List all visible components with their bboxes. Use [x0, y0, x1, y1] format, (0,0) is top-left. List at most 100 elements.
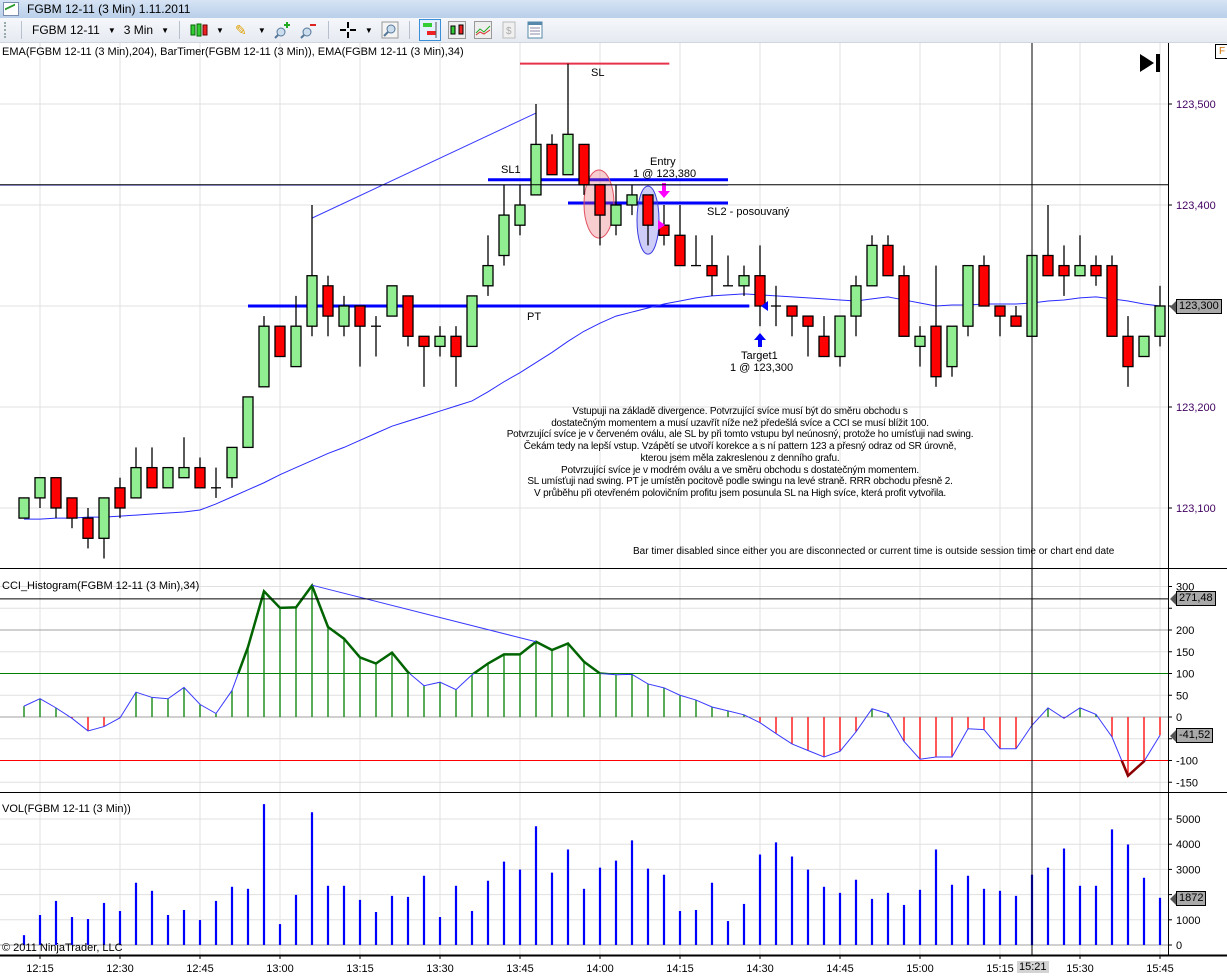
- trade-annotation-text: Vstupuji na základě divergence. Potvrzuj…: [460, 406, 1020, 500]
- candle-body: [386, 285, 398, 317]
- candle-body: [242, 396, 254, 449]
- bar-style-button[interactable]: [189, 20, 209, 40]
- candle-body: [194, 466, 206, 489]
- time-tick-label: 13:45: [506, 963, 534, 975]
- draw-tool-button[interactable]: ✎: [231, 20, 251, 40]
- candle-body: [914, 335, 926, 348]
- zoom-in-button[interactable]: [273, 20, 293, 40]
- candlestick-series: [18, 63, 1166, 559]
- cci-histogram: [23, 583, 1161, 778]
- target-label: Target1: [741, 350, 778, 362]
- candle-body: [178, 466, 190, 479]
- zoom-out-icon: [300, 24, 316, 39]
- candle-body: [546, 143, 558, 176]
- chevron-down-icon: ▼: [107, 25, 116, 35]
- properties-icon: [527, 21, 543, 39]
- crosshair: [0, 42, 1168, 956]
- properties-button[interactable]: [525, 20, 545, 40]
- pt-label: PT: [527, 311, 542, 323]
- chevron-down-icon: ▼: [161, 25, 169, 35]
- cci-line: [23, 584, 1161, 777]
- crosshair-menu-caret[interactable]: ▼: [365, 26, 373, 35]
- candle-body: [274, 325, 286, 358]
- candle-body: [610, 204, 622, 226]
- annotation-line: Potvrzující svíce je v červeném oválu, a…: [506, 429, 974, 441]
- cci-tick-label: 50: [1176, 690, 1188, 702]
- time-tick-label: 12:30: [106, 963, 134, 975]
- find-icon: [381, 21, 399, 39]
- annotation-line: dostatečným momentem a musí uzavřít níže…: [551, 417, 929, 429]
- time-tick-label: 14:00: [586, 963, 614, 975]
- chart-trader-button[interactable]: [418, 19, 441, 41]
- crosshair-button[interactable]: [338, 20, 358, 40]
- candle-body: [866, 244, 878, 287]
- sl1-label: SL1: [501, 164, 521, 176]
- candle-body: [290, 325, 302, 368]
- candle-body: [946, 325, 958, 368]
- pencil-draw-icon: ✎: [235, 21, 247, 38]
- candle-body: [130, 466, 142, 499]
- skip-to-end-icon: [1140, 54, 1160, 72]
- candle-body: [418, 335, 430, 348]
- candle-body: [514, 204, 526, 226]
- indicators-button[interactable]: [473, 20, 493, 40]
- bar-style-menu-caret[interactable]: ▼: [216, 26, 224, 35]
- cci-tick-label: 300: [1176, 582, 1194, 594]
- sl-label: SL: [591, 67, 605, 79]
- candle-body: [594, 184, 606, 216]
- cci-crosshair-tag: 271,48: [1170, 591, 1216, 606]
- candle-body: [674, 234, 686, 267]
- zoom-out-button[interactable]: [299, 20, 319, 40]
- volume-tick-label: 0: [1176, 940, 1182, 952]
- candlestick-icon: [447, 21, 466, 39]
- candle-body: [482, 264, 494, 287]
- candle-body: [994, 305, 1006, 317]
- interval-dropdown[interactable]: 3 Min ▼: [124, 23, 169, 37]
- candle-body: [98, 497, 110, 539]
- candle-body: [642, 194, 654, 226]
- strategies-icon: $: [502, 21, 516, 39]
- entry-detail: 1 @ 123,380: [633, 168, 697, 180]
- candle-body: [322, 285, 334, 317]
- candle-body: [226, 446, 238, 479]
- candle-body: [1122, 335, 1134, 368]
- candle-body: [706, 264, 718, 277]
- candle-body: [338, 305, 350, 327]
- candle-body: [498, 214, 510, 257]
- find-button[interactable]: [380, 20, 400, 40]
- candlestick-button[interactable]: [447, 20, 467, 40]
- candle-body: [1106, 264, 1118, 337]
- strategies-button[interactable]: $: [499, 20, 519, 40]
- volume-tick-label: 3000: [1176, 864, 1200, 876]
- panel-options-icon[interactable]: F: [1215, 44, 1227, 59]
- time-tick-label: 14:15: [666, 963, 694, 975]
- svg-text:$: $: [506, 26, 512, 37]
- chevron-down-icon: ▼: [216, 25, 224, 35]
- volume-tick-label: 5000: [1176, 814, 1200, 826]
- volume-tick-label: 1000: [1176, 915, 1200, 927]
- last-price-tag: 123,300: [1170, 299, 1222, 314]
- candle-body: [754, 275, 766, 307]
- chevron-down-icon: ▼: [364, 25, 373, 35]
- axes: 123,500 123,400 123,200 123,100 300 200 150 100…: [26, 99, 1216, 975]
- toolbar-divider: [408, 21, 410, 39]
- candle-body: [898, 275, 910, 337]
- candle-body: [1074, 264, 1086, 277]
- candle-body: [306, 275, 318, 327]
- cci-tick-label: 200: [1176, 625, 1194, 637]
- chart-toolbar: FGBM 12-11 ▼ 3 Min ▼ ▼ ✎ ▼ ▼ $: [0, 18, 1227, 43]
- instrument-value: FGBM 12-11: [32, 23, 100, 37]
- scroll-to-end-button[interactable]: [1138, 52, 1162, 74]
- draw-tool-menu-caret[interactable]: ▼: [258, 26, 266, 35]
- toolbar-grip-handle[interactable]: [4, 22, 9, 38]
- candle-body: [738, 275, 750, 287]
- candle-body: [34, 477, 46, 499]
- drawing-markers[interactable]: [658, 183, 768, 347]
- candle-body: [354, 305, 366, 327]
- time-tick-label: 13:00: [266, 963, 294, 975]
- price-tick-label: 123,500: [1176, 99, 1216, 111]
- instrument-dropdown[interactable]: FGBM 12-11 ▼: [32, 23, 116, 37]
- cci-oversold-line: [919, 760, 1146, 778]
- crosshair-icon: [339, 22, 356, 38]
